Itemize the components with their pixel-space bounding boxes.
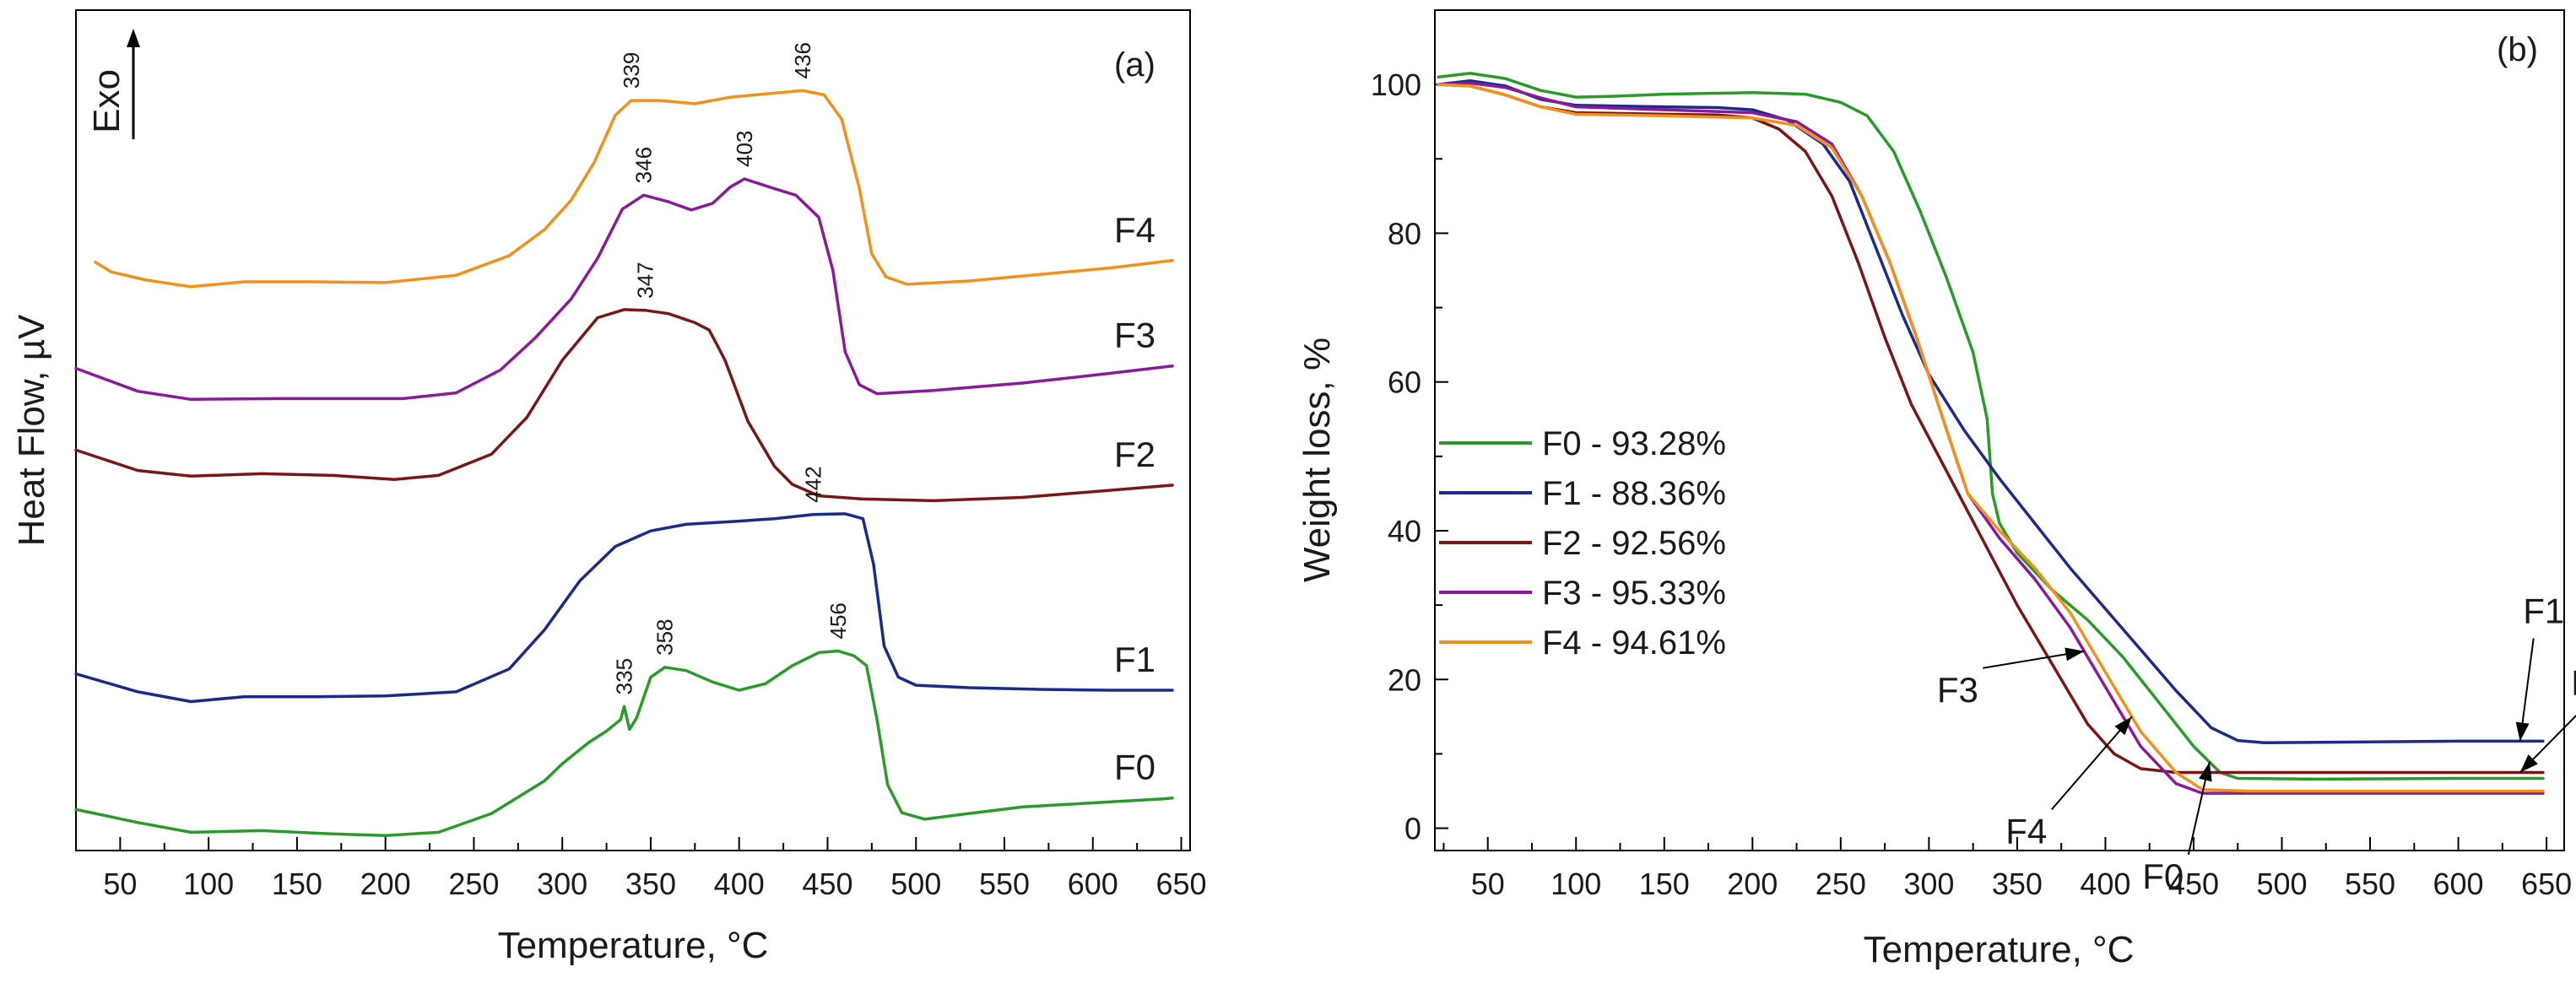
exo-arrow-head bbox=[127, 29, 140, 47]
panel-a-x-tick-label: 50 bbox=[103, 867, 137, 901]
panel-a-x-tick-label: 650 bbox=[1155, 867, 1206, 901]
panel-b-x-tick-label: 350 bbox=[1992, 867, 2043, 901]
panel-a-peak-label: 339 bbox=[619, 52, 644, 89]
panel-a-x-tick-label: 450 bbox=[802, 867, 852, 901]
panel-a-series-f3 bbox=[74, 177, 1174, 402]
panel-a-series-f1 bbox=[74, 512, 1174, 704]
panel-a-x-tick-label: 150 bbox=[272, 867, 322, 901]
callout-label-f4: F4 bbox=[2005, 811, 2047, 851]
panel-a-curve-label-f4: F4 bbox=[1114, 210, 1155, 250]
panel-a-curve-label-f3: F3 bbox=[1114, 316, 1155, 355]
legend-entry-f1: F1 - 88.36% bbox=[1542, 475, 1726, 512]
panel-b-y-tick-label: 80 bbox=[1388, 216, 1421, 251]
panel-a-peak-label: 403 bbox=[732, 131, 757, 167]
panel-a-x-axis: 50 100 150 200 250 300 350 400 450 500 550 600 650 bbox=[75, 837, 1207, 901]
panel-a-series-f2 bbox=[74, 308, 1174, 503]
panel-a-peak-label: 346 bbox=[631, 147, 657, 183]
panel-b-y-tick-label: 20 bbox=[1388, 662, 1421, 697]
panel-a-x-tick-label: 250 bbox=[448, 867, 499, 901]
panel-b-x-tick-label: 250 bbox=[1816, 867, 1866, 901]
callout-label-f2: F2 bbox=[2571, 662, 2576, 702]
panel-a-peak-label: 436 bbox=[790, 42, 815, 78]
panel-a-x-tick-label: 400 bbox=[714, 867, 765, 901]
panel-a-curve-labels: F0 F1 F2 F3 F4 bbox=[1114, 210, 1155, 787]
panel-a-peak-label: 358 bbox=[652, 618, 678, 655]
panel-b-x-axis: 50 100 150 200 250 300 350 400 450 500 550 600 650 bbox=[1442, 837, 2572, 901]
panel-a-x-tick-label: 300 bbox=[537, 867, 587, 901]
panel-b-tga-chart: 50 100 150 200 250 300 350 400 450 500 550 600 650 0… bbox=[1296, 9, 2576, 970]
callout-arrow-f1 bbox=[2515, 721, 2530, 742]
panel-b-x-tick-label: 650 bbox=[2521, 867, 2572, 901]
panel-b-series-f4 bbox=[1437, 83, 2545, 793]
panel-a-peak-labels: 335 358 456 442 347 346 403 339 436 bbox=[612, 42, 852, 694]
panel-b-series-f0 bbox=[1437, 72, 2545, 781]
panel-b-y-tick-label: 40 bbox=[1388, 514, 1421, 548]
panel-b-y-tick-label: 100 bbox=[1371, 68, 1421, 102]
panel-a-plot-frame bbox=[75, 9, 1191, 851]
legend-entry-f4: F4 - 94.61% bbox=[1542, 624, 1726, 662]
panel-a-x-tick-label: 200 bbox=[360, 867, 411, 901]
exo-label: Exo bbox=[86, 69, 127, 133]
panel-b-x-tick-label: 550 bbox=[2345, 867, 2395, 901]
panel-a-curve-label-f2: F2 bbox=[1114, 435, 1155, 474]
callout-label-f1: F1 bbox=[2523, 591, 2564, 630]
panel-a-peak-label: 347 bbox=[633, 262, 658, 298]
panel-b-y-tick-label: 0 bbox=[1404, 812, 1421, 846]
legend-entry-f3: F3 - 95.33% bbox=[1542, 575, 1726, 612]
panel-a-x-tick-label: 350 bbox=[625, 867, 676, 901]
panel-a-peak-label: 335 bbox=[612, 658, 637, 694]
legend-entry-f2: F2 - 92.56% bbox=[1542, 525, 1726, 562]
panel-a-curve-label-f0: F0 bbox=[1114, 748, 1155, 787]
panel-b-x-tick-label: 50 bbox=[1471, 867, 1505, 901]
panel-a-x-axis-title: Temperature, °C bbox=[498, 925, 769, 966]
panel-b-legend: F0 - 93.28% F1 - 88.36% F2 - 92.56% F3 - 95… bbox=[1439, 425, 1726, 662]
panel-a-x-tick-label: 600 bbox=[1068, 867, 1118, 901]
panel-b-label: (b) bbox=[2497, 31, 2538, 68]
callout-arrow-f2 bbox=[2519, 754, 2538, 773]
callout-arrow-f3 bbox=[2065, 647, 2085, 662]
panel-b-y-axis-title: Weight loss, % bbox=[1296, 338, 1338, 582]
callout-label-f0: F0 bbox=[2142, 856, 2184, 896]
panel-b-x-axis-title: Temperature, °C bbox=[1864, 929, 2135, 970]
panel-b-y-axis: 0 20 40 60 80 100 bbox=[1371, 9, 1448, 846]
panel-a-label: (a) bbox=[1114, 46, 1155, 84]
panel-a-curve-label-f1: F1 bbox=[1114, 640, 1155, 679]
legend-entry-f0: F0 - 93.28% bbox=[1542, 425, 1726, 462]
panel-b-x-tick-label: 100 bbox=[1550, 867, 1601, 901]
panel-b-x-tick-label: 400 bbox=[2080, 867, 2130, 901]
panel-a-series-f0 bbox=[74, 649, 1174, 838]
panel-a-peak-label: 456 bbox=[825, 602, 851, 639]
callout-arrow-f0 bbox=[2199, 762, 2212, 782]
callout-label-f3: F3 bbox=[1937, 670, 1978, 710]
panel-a-x-tick-label: 550 bbox=[979, 867, 1030, 901]
callout-line-f4 bbox=[2051, 716, 2133, 810]
panel-b-x-tick-label: 500 bbox=[2256, 867, 2307, 901]
panel-a-series-f4 bbox=[94, 89, 1174, 289]
panel-a-x-tick-label: 100 bbox=[183, 867, 234, 901]
panel-b-series-f2 bbox=[1437, 83, 2545, 775]
panel-b-x-tick-label: 200 bbox=[1727, 867, 1778, 901]
panel-b-x-tick-label: 600 bbox=[2433, 867, 2484, 901]
panel-b-x-tick-label: 300 bbox=[1903, 867, 1954, 901]
panel-b-y-tick-label: 60 bbox=[1388, 365, 1421, 400]
panel-a-peak-label: 442 bbox=[801, 466, 826, 502]
panel-b-x-tick-label: 150 bbox=[1639, 867, 1690, 901]
panel-a-curves bbox=[74, 89, 1174, 838]
callout-arrow-f4 bbox=[2114, 716, 2132, 736]
panel-a-y-axis-title: Heat Flow, µV bbox=[11, 314, 52, 546]
panel-a-dta-chart: 50 100 150 200 250 300 350 400 450 500 550 600 650 3… bbox=[11, 9, 1207, 966]
panel-b-plot-frame bbox=[1434, 9, 2565, 851]
panel-a-x-tick-label: 500 bbox=[890, 867, 941, 901]
panel-b-curves bbox=[1437, 72, 2545, 795]
panel-b-x-tick-label: 450 bbox=[2168, 867, 2219, 901]
